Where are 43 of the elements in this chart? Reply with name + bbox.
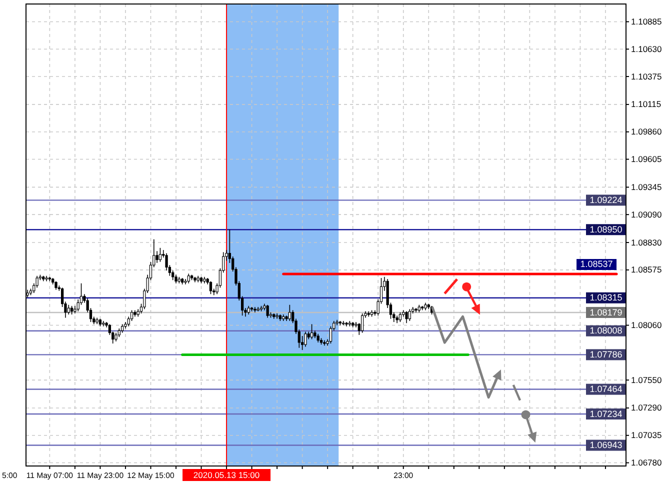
candlestick — [276, 313, 278, 320]
candlestick — [354, 322, 358, 328]
y-tick-label: 1.07550 — [631, 374, 662, 385]
y-tick-label: 1.08575 — [631, 264, 662, 275]
candlestick — [187, 273, 190, 284]
y-tick-label: 1.08830 — [631, 237, 662, 248]
ref-line-label: 1.07464 — [590, 384, 622, 394]
candlestick — [398, 312, 402, 322]
y-tick-label: 1.10885 — [631, 16, 662, 26]
candlestick — [102, 320, 105, 327]
ref-line-label: 2020.05.13 15:00 — [193, 470, 260, 480]
ref-line-label: 1.07234 — [590, 408, 622, 419]
y-tick-label: 1.09860 — [631, 126, 662, 137]
candlestick — [254, 306, 256, 313]
ref-line-label: 1.07786 — [590, 350, 622, 360]
ref-line-label: 1.06943 — [590, 440, 622, 450]
ref-line-label: 1.08950 — [590, 224, 622, 235]
candlestick — [67, 304, 70, 315]
y-tick-label: 1.08060 — [631, 320, 662, 330]
candlestick — [209, 280, 212, 294]
y-tick-label: 1.09605 — [631, 154, 662, 164]
y-tick-label: 1.10115 — [631, 99, 662, 110]
y-tick-label: 1.09090 — [631, 209, 662, 220]
candlestick — [304, 331, 307, 348]
candlestick — [310, 324, 314, 340]
y-tick-label: 1.10375 — [631, 71, 662, 82]
candlestick — [288, 304, 292, 322]
y-tick-label: 1.07290 — [631, 402, 662, 413]
ref-line-label: 1.08179 — [590, 307, 622, 318]
candlestick — [158, 247, 162, 262]
y-tick-label: 1.07035 — [631, 430, 662, 440]
y-tick-label: 1.06780 — [631, 458, 662, 468]
data-label: 1.08537 — [580, 258, 613, 269]
candlestick — [266, 304, 269, 318]
y-tick-label: 1.10630 — [631, 44, 662, 54]
candlestick — [405, 310, 408, 324]
candlestick — [156, 250, 158, 264]
candlestick — [408, 308, 412, 322]
candlestick — [360, 313, 364, 334]
ref-line-label: 1.08315 — [590, 292, 622, 303]
ref-line-label: 1.09224 — [590, 195, 622, 206]
ref-line-label: 1.08008 — [590, 326, 622, 336]
y-tick-label: 1.09345 — [631, 182, 662, 192]
